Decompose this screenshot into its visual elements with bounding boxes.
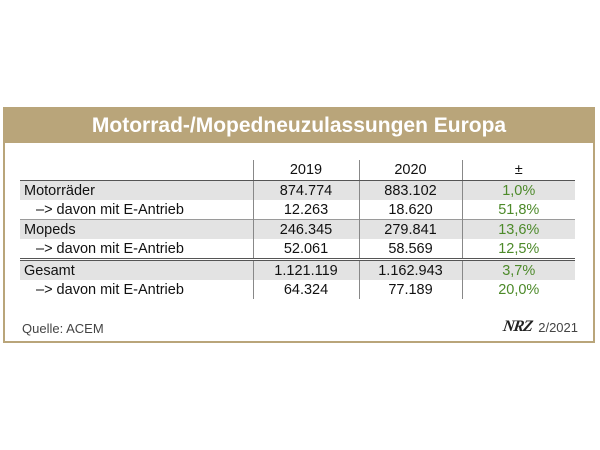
registrations-table: 2019 2020 ± Motorräder 874.774 883.102 1… — [20, 160, 575, 299]
value-2019: 52.061 — [252, 239, 359, 260]
value-2020: 18.620 — [358, 200, 462, 220]
header-2019: 2019 — [252, 160, 359, 181]
value-2019: 1.121.119 — [252, 258, 359, 280]
row-label: Mopeds — [20, 219, 253, 239]
row-label: –> davon mit E-Antrieb — [36, 240, 184, 257]
header-label — [20, 160, 253, 181]
card-title: Motorrad-/Mopedneuzulassungen Europa — [5, 109, 593, 143]
value-2020: 58.569 — [358, 239, 462, 260]
value-change: 13,6% — [461, 219, 575, 239]
row-label: –> davon mit E-Antrieb — [36, 201, 184, 218]
table-row-mopeds-electric: –> davon mit E-Antrieb 52.061 58.569 12,… — [20, 239, 575, 260]
row-label: –> davon mit E-Antrieb — [36, 281, 184, 298]
source-note: Quelle: ACEM — [22, 321, 104, 336]
header-2020: 2020 — [358, 160, 462, 181]
statistics-card: Motorrad-/Mopedneuzulassungen Europa 201… — [3, 107, 595, 343]
value-2020: 883.102 — [358, 180, 462, 200]
value-change: 3,7% — [461, 258, 575, 280]
table-row-gesamt-electric: –> davon mit E-Antrieb 64.324 77.189 20,… — [20, 280, 575, 299]
nrz-logo: NRZ — [502, 318, 534, 335]
table-row-motorraeder: Motorräder 874.774 883.102 1,0% — [20, 180, 575, 200]
table-row-gesamt: Gesamt 1.121.119 1.162.943 3,7% — [20, 258, 575, 280]
value-2020: 77.189 — [358, 280, 462, 299]
row-label: Gesamt — [20, 258, 253, 280]
table-header-row: 2019 2020 ± — [20, 160, 575, 181]
value-2019: 64.324 — [252, 280, 359, 299]
value-2019: 12.263 — [252, 200, 359, 220]
header-change: ± — [461, 160, 575, 181]
row-label: Motorräder — [20, 180, 253, 200]
issue-number: 2/2021 — [538, 319, 578, 335]
table-row-motorraeder-electric: –> davon mit E-Antrieb 12.263 18.620 51,… — [20, 200, 575, 220]
value-change: 1,0% — [461, 180, 575, 200]
value-change: 20,0% — [461, 280, 575, 299]
value-2019: 246.345 — [252, 219, 359, 239]
table-row-mopeds: Mopeds 246.345 279.841 13,6% — [20, 219, 575, 239]
value-2020: 279.841 — [358, 219, 462, 239]
publication-brand: NRZ 2/2021 — [502, 317, 578, 337]
value-change: 51,8% — [461, 200, 575, 220]
value-2019: 874.774 — [252, 180, 359, 200]
value-2020: 1.162.943 — [358, 258, 462, 280]
value-change: 12,5% — [461, 239, 575, 260]
